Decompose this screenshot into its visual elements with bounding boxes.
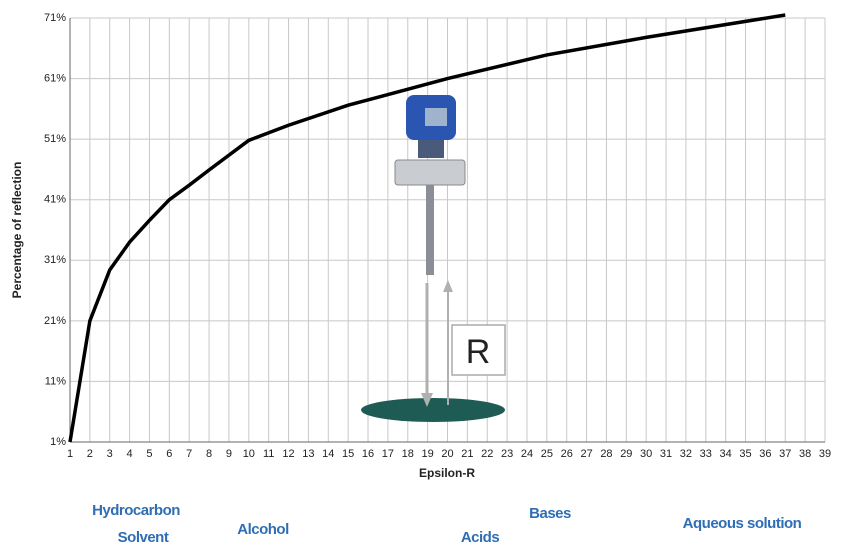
annotation: Aqueous solution <box>683 515 802 532</box>
x-tick-label: 28 <box>600 448 612 460</box>
x-tick-label: 23 <box>501 448 513 460</box>
x-tick-label: 4 <box>127 448 133 460</box>
x-tick-label: 29 <box>620 448 632 460</box>
x-tick-label: 3 <box>107 448 113 460</box>
x-tick-label: 17 <box>382 448 394 460</box>
neck <box>418 140 444 158</box>
x-tick-label: 22 <box>481 448 493 460</box>
x-tick-label: 20 <box>441 448 453 460</box>
x-tick-label: 34 <box>720 448 732 460</box>
x-tick-label: 6 <box>166 448 172 460</box>
x-tick-label: 18 <box>402 448 414 460</box>
x-tick-label: 11 <box>263 448 274 460</box>
display <box>425 108 447 126</box>
x-tick-label: 26 <box>561 448 573 460</box>
annotation: Hydrocarbon <box>92 502 180 519</box>
rod <box>426 185 434 275</box>
x-tick-label: 37 <box>779 448 791 460</box>
x-tick-label: 15 <box>342 448 354 460</box>
x-tick-label: 24 <box>521 448 533 460</box>
y-tick-label: 41% <box>44 194 66 206</box>
annotation: Solvent <box>118 529 169 546</box>
y-tick-label: 1% <box>50 436 66 448</box>
annotation: Acids <box>461 529 500 546</box>
x-tick-label: 36 <box>759 448 771 460</box>
arrowhead <box>443 280 453 292</box>
x-tick-label: 16 <box>362 448 374 460</box>
x-tick-label: 2 <box>87 448 93 460</box>
x-tick-label: 10 <box>243 448 255 460</box>
y-axis-label: Percentage of reflection <box>10 162 24 299</box>
annotation: Alcohol <box>237 521 289 538</box>
x-tick-label: 19 <box>422 448 434 460</box>
y-tick-label: 21% <box>44 315 66 327</box>
x-tick-label: 7 <box>186 448 192 460</box>
flange <box>394 159 466 186</box>
x-tick-label: 33 <box>700 448 712 460</box>
reflection-box <box>451 324 506 376</box>
x-tick-label: 8 <box>206 448 212 460</box>
x-tick-label: 1 <box>67 448 73 460</box>
annotation: Bases <box>529 505 571 522</box>
x-tick-label: 38 <box>799 448 811 460</box>
y-tick-label: 31% <box>44 254 66 266</box>
arrowhead <box>421 393 433 407</box>
x-tick-label: 39 <box>819 448 831 460</box>
x-tick-label: 25 <box>541 448 553 460</box>
x-tick-label: 5 <box>146 448 152 460</box>
liquid-surface <box>361 398 505 422</box>
x-tick-label: 13 <box>302 448 314 460</box>
y-tick-label: 71% <box>44 12 66 24</box>
x-tick-label: 27 <box>580 448 592 460</box>
x-tick-label: 31 <box>660 448 672 460</box>
x-tick-label: 12 <box>282 448 294 460</box>
x-tick-label: 21 <box>461 448 473 460</box>
y-tick-label: 51% <box>44 133 66 145</box>
diagram-label: R <box>466 333 491 371</box>
x-tick-label: 14 <box>322 448 334 460</box>
x-axis-label: Epsilon-R <box>419 466 475 480</box>
y-tick-label: 61% <box>44 72 66 84</box>
line <box>68 13 786 443</box>
x-tick-label: 9 <box>226 448 232 460</box>
x-tick-label: 35 <box>739 448 751 460</box>
y-tick-label: 11% <box>45 375 66 387</box>
x-tick-label: 32 <box>680 448 692 460</box>
x-tick-label: 30 <box>640 448 652 460</box>
probe-illustration <box>361 95 506 422</box>
